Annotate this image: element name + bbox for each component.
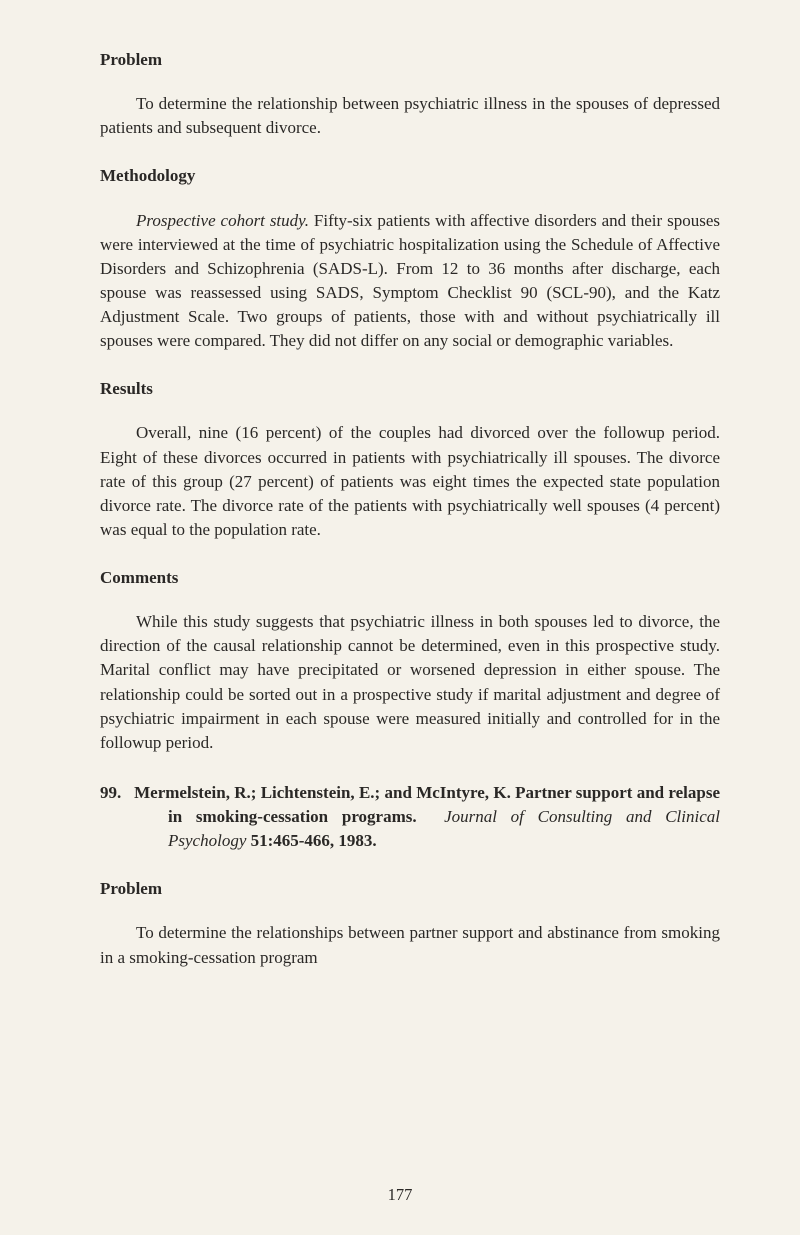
methodology-body: Fifty-six patients with affective disord… [100,211,720,351]
problem-text-2: To determine the relationships between p… [100,921,720,969]
comments-heading: Comments [100,566,720,590]
reference-entry: 99. Mermelstein, R.; Lichtenstein, E.; a… [100,781,720,853]
methodology-prefix: Prospective cohort study. [136,211,309,230]
results-text: Overall, nine (16 percent) of the couple… [100,421,720,542]
page-number: 177 [388,1185,413,1205]
comments-text: While this study suggests that psychiatr… [100,610,720,755]
methodology-heading: Methodology [100,164,720,188]
problem-heading-1: Problem [100,48,720,72]
methodology-text: Prospective cohort study. Fifty-six pati… [100,209,720,354]
problem-text-1: To determine the relationship between ps… [100,92,720,140]
results-heading: Results [100,377,720,401]
entry-number: 99. [100,783,121,802]
page-content: Problem To determine the relationship be… [100,48,720,970]
problem-heading-2: Problem [100,877,720,901]
entry-citation: 51:465-466, 1983. [246,831,376,850]
